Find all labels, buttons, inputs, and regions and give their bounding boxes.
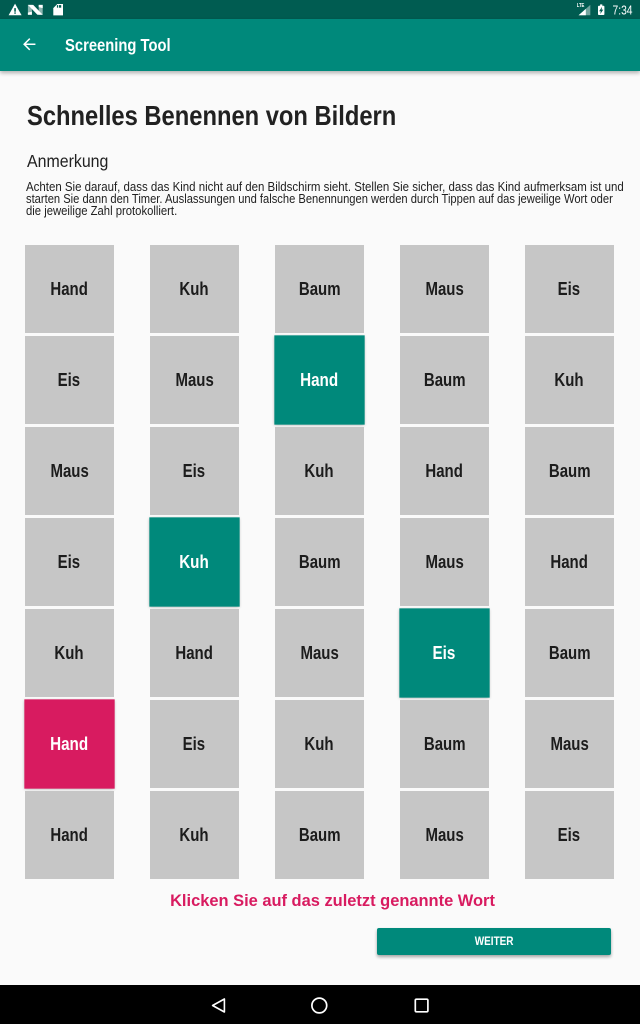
svg-text:LTE: LTE: [577, 3, 585, 9]
svg-text:7:34: 7:34: [613, 3, 633, 17]
